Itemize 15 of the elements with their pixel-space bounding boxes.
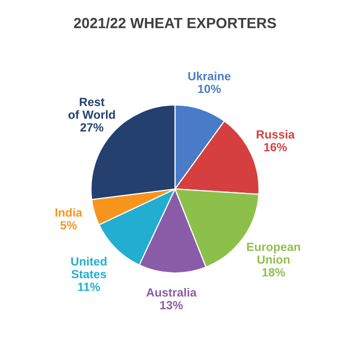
slice-label: European Union (247, 242, 300, 264)
data-label: 13% (160, 300, 183, 310)
data-label: 16% (264, 142, 287, 152)
slice-label: Rest of World (68, 98, 115, 119)
slice-label: United States (71, 256, 106, 278)
data-label: 27% (80, 123, 104, 132)
chart-title: 2021/22 WHEAT EXPORTERS (74, 18, 276, 28)
data-label: 5% (60, 221, 77, 230)
data-label: 18% (262, 268, 286, 276)
slice-label: India (56, 208, 82, 217)
slice-label: Ukraine (188, 72, 231, 80)
data-label: 10% (198, 84, 221, 94)
slice-label: Australia (146, 288, 197, 297)
data-label: 11% (78, 282, 100, 291)
slice-label: Russia (256, 130, 295, 139)
